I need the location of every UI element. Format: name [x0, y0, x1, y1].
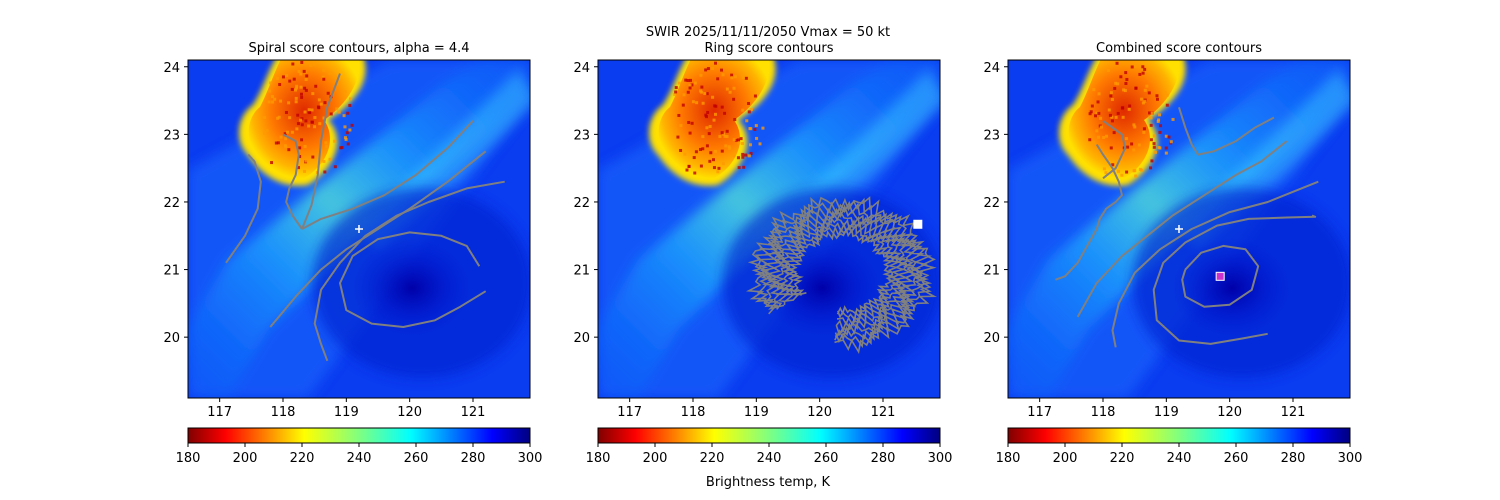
- colorbar-tick-label: 240: [1167, 451, 1192, 466]
- x-tick-label: 119: [334, 405, 359, 420]
- colorbar-tick-label: 180: [176, 451, 201, 466]
- contour-line: [1111, 180, 1319, 348]
- contour-line: [1076, 140, 1288, 318]
- y-tick-label: 22: [983, 196, 1000, 211]
- contour-line: [282, 133, 303, 230]
- colorbar-tick-label: 260: [814, 451, 839, 466]
- heatmap-image: [598, 60, 940, 398]
- x-tick-label: 121: [871, 405, 896, 420]
- colorbar: 180 200 220 240 260 280 300: [586, 427, 953, 466]
- y-tick-label: 23: [573, 128, 590, 143]
- chart-panel-2: 117 118 119 120 121 20 21 22 23 24 Ring score cont…: [573, 41, 953, 466]
- colorbar-tick-label: 280: [1281, 451, 1306, 466]
- axes-frame: [187, 59, 531, 399]
- colorbar-gradient: [187, 427, 531, 444]
- colorbar-tick-label: 180: [586, 451, 611, 466]
- contour-line: [754, 197, 933, 349]
- y-tick-label: 23: [983, 128, 1000, 143]
- x-tick-label: 118: [271, 405, 296, 420]
- x-tick-label: 118: [681, 405, 706, 420]
- colorbar-tick-label: 300: [1338, 451, 1363, 466]
- contour-line: [301, 120, 474, 230]
- colorbar: 180 200 220 240 260 280 300: [996, 427, 1363, 466]
- colorbar-tick-label: 220: [700, 451, 725, 466]
- x-tick-label: 117: [1027, 405, 1052, 420]
- contour-line: [1178, 107, 1275, 156]
- colorbar-tick-label: 200: [643, 451, 668, 466]
- x-tick-label: 121: [461, 405, 486, 420]
- colorbar-tick-label: 300: [928, 451, 953, 466]
- y-tick-label: 24: [983, 61, 1000, 76]
- colorbar-gradient: [1007, 427, 1351, 444]
- contour-line: [764, 210, 916, 337]
- colorbar-tick-label: 300: [518, 451, 543, 466]
- center-marker: [355, 225, 363, 233]
- y-tick-label: 20: [163, 331, 180, 346]
- x-tick-label: 119: [744, 405, 769, 420]
- y-tick-label: 20: [983, 331, 1000, 346]
- colorbar-tick-label: 280: [871, 451, 896, 466]
- y-tick-label: 21: [983, 264, 1000, 279]
- colorbar-tick-label: 220: [290, 451, 315, 466]
- center-marker: [1215, 271, 1225, 281]
- suptitle: SWIR 2025/11/11/2050 Vmax = 50 kt: [646, 25, 890, 40]
- contour-line: [1102, 119, 1127, 180]
- colorbar-tick-label: 220: [1110, 451, 1135, 466]
- x-tick-label: 118: [1091, 405, 1116, 420]
- contour-line: [313, 180, 505, 362]
- contour-line: [770, 215, 912, 333]
- colorbar-tick-label: 260: [1224, 451, 1249, 466]
- y-tick-label: 20: [573, 331, 590, 346]
- panel-title: Combined score contours: [1096, 41, 1262, 56]
- y-tick-label: 24: [573, 61, 590, 76]
- colorbar: 180 200 220 240 260 280 300: [176, 427, 543, 466]
- axes-frame: [1007, 59, 1351, 399]
- contour-line: [225, 153, 262, 264]
- colorbar-tick-label: 260: [404, 451, 429, 466]
- colorbar-tick-label: 200: [1053, 451, 1078, 466]
- xaxis-label: Brightness temp, K: [706, 475, 831, 490]
- x-tick-label: 120: [397, 405, 422, 420]
- contour-line: [301, 73, 341, 230]
- colorbar-tick-label: 240: [757, 451, 782, 466]
- chart-panel-1: 117 118 119 120 121 20 21 22 23 24 Spiral score co…: [163, 41, 543, 466]
- colorbar-gradient: [597, 427, 941, 444]
- contour-line: [745, 196, 937, 354]
- y-tick-label: 22: [163, 196, 180, 211]
- contour-line: [339, 231, 487, 328]
- x-tick-label: 119: [1154, 405, 1179, 420]
- y-tick-label: 24: [163, 61, 180, 76]
- contour-line: [1152, 214, 1317, 345]
- contour-line: [1055, 143, 1123, 281]
- y-tick-label: 21: [573, 264, 590, 279]
- y-tick-label: 21: [163, 264, 180, 279]
- colorbar-tick-label: 200: [233, 451, 258, 466]
- chart-panel-3: 117 118 119 120 121 20 21 22 23 24 Combined score …: [983, 41, 1363, 466]
- colorbar-tick-label: 180: [996, 451, 1021, 466]
- colorbar-tick-label: 240: [347, 451, 372, 466]
- x-tick-label: 121: [1281, 405, 1306, 420]
- axes-frame: [597, 59, 941, 399]
- contour-line: [787, 227, 897, 316]
- center-marker: [913, 219, 923, 229]
- panel-title: Spiral score contours, alpha = 4.4: [248, 41, 469, 56]
- x-tick-label: 117: [207, 405, 232, 420]
- y-tick-label: 22: [573, 196, 590, 211]
- center-marker: [1175, 225, 1183, 233]
- x-tick-label: 120: [807, 405, 832, 420]
- contour-line: [1181, 244, 1260, 308]
- x-tick-label: 117: [617, 405, 642, 420]
- y-tick-label: 23: [163, 128, 180, 143]
- panel-title: Ring score contours: [704, 41, 833, 56]
- x-tick-label: 120: [1217, 405, 1242, 420]
- colorbar-tick-label: 280: [461, 451, 486, 466]
